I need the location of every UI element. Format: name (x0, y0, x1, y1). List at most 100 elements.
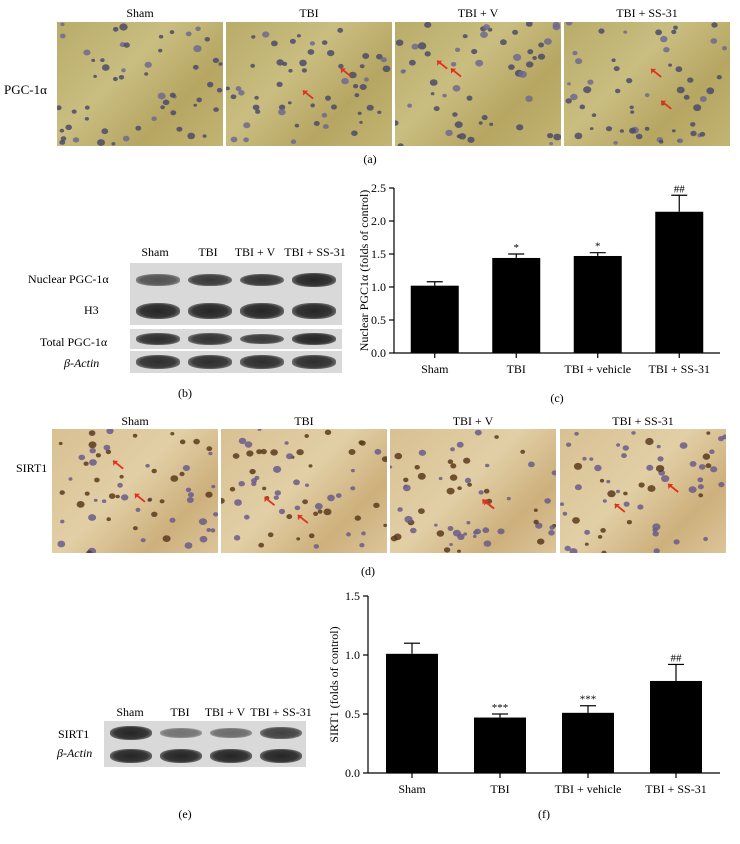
cell-nucleus (235, 86, 242, 92)
panel-b-caption: (b) (178, 386, 192, 400)
cell-nucleus (584, 529, 590, 535)
cell-nucleus (709, 449, 715, 454)
cell-nucleus (638, 482, 645, 488)
red-arrow-head-icon (661, 100, 667, 106)
cell-nucleus (538, 42, 544, 48)
red-arrow-head-icon (297, 515, 303, 521)
cell-nucleus (179, 471, 185, 477)
cell-nucleus (697, 477, 704, 483)
cell-nucleus (433, 106, 440, 112)
cell-nucleus (192, 64, 199, 70)
significance-label: ## (671, 652, 683, 664)
cell-nucleus (313, 544, 319, 549)
cell-nucleus (357, 111, 362, 116)
cell-nucleus (323, 124, 329, 129)
cell-nucleus (210, 528, 216, 533)
cell-nucleus (528, 461, 535, 468)
chart-f: 0.0 0.5 1.0 1.5 Sham TBI *** TBI + vehicle *** TB… (327, 589, 720, 821)
cell-nucleus (599, 478, 605, 483)
cell-nucleus (518, 70, 527, 78)
cell-nucleus (147, 498, 152, 502)
cell-nucleus (619, 129, 624, 133)
cell-nucleus (101, 499, 107, 503)
cell-nucleus (397, 507, 403, 512)
cell-nucleus (671, 29, 677, 35)
blot-band (292, 355, 336, 369)
cell-nucleus (697, 484, 704, 490)
cell-nucleus (346, 532, 351, 537)
y-tick-label: 0.5 (371, 313, 386, 327)
cell-nucleus (705, 463, 712, 469)
cell-nucleus (68, 477, 73, 481)
cell-nucleus (567, 82, 571, 86)
cells-a-tbi-ss31 (565, 22, 727, 145)
cells-d-sham (57, 429, 218, 553)
cell-nucleus (308, 464, 313, 468)
cell-nucleus (549, 525, 555, 530)
cell-nucleus (455, 47, 461, 52)
panel-b-col-tbi-v: TBI + V (234, 245, 276, 259)
cell-nucleus (716, 75, 722, 80)
cell-nucleus (644, 126, 650, 131)
cell-nucleus (645, 437, 654, 446)
cell-nucleus (718, 481, 725, 488)
cell-nucleus (83, 49, 91, 56)
cell-nucleus (456, 441, 464, 448)
bar (562, 712, 614, 773)
blot-b-strip-actin (130, 351, 342, 373)
cell-nucleus (193, 103, 197, 107)
cell-nucleus (584, 542, 589, 546)
cell-nucleus (350, 486, 356, 491)
blot-band (240, 355, 284, 369)
cell-nucleus (212, 57, 219, 64)
cell-nucleus (65, 124, 72, 131)
cell-nucleus (354, 93, 360, 98)
red-arrow-head-icon (451, 68, 457, 74)
blot-band (188, 273, 232, 287)
cell-nucleus (151, 116, 157, 121)
cell-nucleus (552, 22, 560, 28)
cell-nucleus (71, 109, 77, 114)
bar (492, 257, 541, 353)
panel-e-col-sham: Sham (116, 705, 144, 719)
cell-nucleus (478, 121, 483, 125)
cell-nucleus (58, 441, 63, 446)
red-arrow-head-icon (668, 483, 674, 489)
cell-nucleus (395, 39, 404, 46)
cell-nucleus (162, 99, 170, 106)
cell-nucleus (59, 490, 65, 495)
cell-nucleus (537, 538, 545, 545)
cell-nucleus (243, 122, 251, 129)
cell-nucleus (447, 459, 454, 464)
cell-nucleus (655, 465, 665, 472)
cell-nucleus (313, 121, 320, 126)
cell-nucleus (597, 535, 603, 539)
cell-nucleus (270, 449, 278, 456)
cell-nucleus (158, 48, 163, 53)
cell-nucleus (101, 128, 109, 135)
cell-nucleus (95, 453, 101, 458)
cell-nucleus (676, 86, 685, 94)
cell-nucleus (582, 456, 587, 461)
cell-nucleus (359, 543, 365, 548)
panel-e-col-tbi-ss31: TBI + SS-31 (250, 705, 312, 719)
cell-nucleus (271, 40, 278, 47)
cell-nucleus (383, 523, 387, 527)
cell-nucleus (494, 435, 499, 439)
y-axis-label: SIRT1 (folds of control) (327, 626, 341, 742)
cell-nucleus (230, 94, 237, 100)
cell-nucleus (327, 494, 335, 502)
micrograph-a-sham (57, 22, 223, 146)
cell-nucleus (417, 42, 427, 50)
cell-nucleus (103, 444, 111, 451)
cell-nucleus (97, 139, 105, 146)
panel-d-row-label: SIRT1 (16, 461, 48, 475)
cell-nucleus (84, 491, 90, 496)
cell-nucleus (635, 133, 643, 140)
cell-nucleus (206, 446, 213, 452)
cell-nucleus (482, 527, 490, 534)
cell-nucleus (296, 537, 301, 541)
cell-nucleus (60, 22, 65, 27)
cell-nucleus (462, 34, 468, 39)
bar (650, 680, 702, 773)
